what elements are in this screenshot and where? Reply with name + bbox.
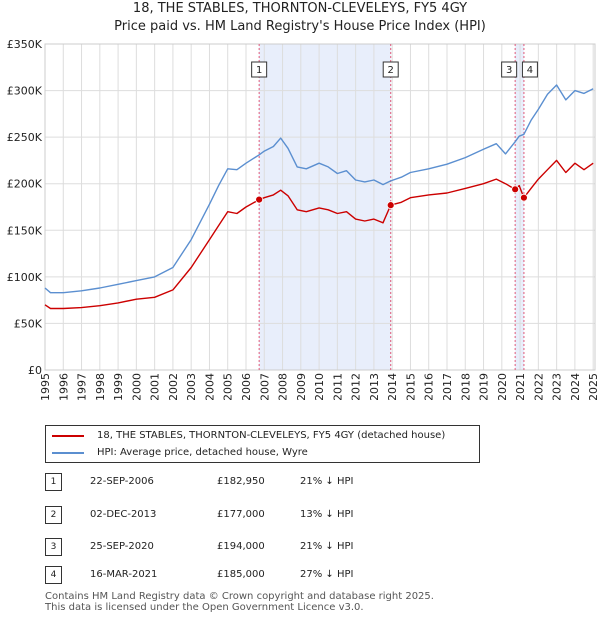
chart-title: 18, THE STABLES, THORNTON-CLEVELEYS, FY5… [132, 1, 468, 16]
x-tick-label: 1998 [94, 373, 107, 400]
x-tick-label: 2000 [130, 373, 143, 400]
y-tick-label: £300K [7, 85, 43, 98]
x-tick-label: 2012 [350, 373, 363, 400]
shaded-period [515, 44, 524, 370]
transaction-hpi: 21% ↓ HPI [300, 541, 354, 552]
y-tick-label: £350K [7, 38, 43, 51]
sale-point [255, 195, 264, 204]
transaction-price: £177,000 [217, 509, 265, 520]
y-tick-label: £250K [7, 131, 43, 144]
x-tick-label: 1997 [76, 373, 89, 400]
legend-line-hpi [52, 452, 84, 454]
sale-number-label: 1 [256, 65, 262, 76]
footer-licence: This data is licensed under the Open Gov… [45, 602, 364, 613]
footer-copyright: Contains HM Land Registry data © Crown c… [45, 591, 434, 602]
hpi-series-line [44, 84, 594, 294]
transaction-price: £185,000 [217, 569, 265, 580]
legend-label-property: 18, THE STABLES, THORNTON-CLEVELEYS, FY5… [97, 430, 446, 441]
transaction-date: 16-MAR-2021 [90, 569, 158, 580]
shaded-period [259, 44, 391, 370]
transaction-date: 22-SEP-2006 [90, 476, 154, 487]
x-tick-label: 2002 [167, 373, 180, 400]
transaction-hpi: 27% ↓ HPI [300, 569, 354, 580]
transaction-hpi: 13% ↓ HPI [300, 509, 354, 520]
x-tick-label: 2024 [569, 373, 582, 400]
x-tick-label: 2023 [551, 373, 564, 400]
sale-number-box [251, 61, 268, 78]
transaction-number: 2 [45, 506, 62, 524]
legend-label-hpi: HPI: Average price, detached house, Wyre [97, 447, 308, 458]
x-tick-label: 2007 [258, 373, 271, 400]
x-tick-label: 2025 [587, 373, 600, 400]
x-tick-label: 2004 [203, 373, 216, 400]
transaction-price: £182,950 [217, 476, 265, 487]
y-tick-label: £0 [28, 364, 42, 377]
transaction-hpi: 21% ↓ HPI [300, 476, 354, 487]
transaction-number: 3 [45, 538, 62, 556]
x-tick-label: 2020 [496, 373, 509, 400]
y-tick-label: £150K [7, 224, 43, 237]
x-tick-label: 2008 [277, 373, 290, 400]
x-tick-label: 2015 [404, 373, 417, 400]
transaction-date: 25-SEP-2020 [90, 541, 154, 552]
transaction-number: 1 [45, 473, 62, 491]
x-tick-label: 2022 [532, 373, 545, 400]
sale-point [520, 193, 528, 202]
x-tick-label: 1996 [57, 373, 70, 400]
x-tick-label: 2001 [149, 373, 162, 400]
sale-number-label: 2 [388, 65, 394, 76]
x-tick-label: 2017 [441, 373, 454, 400]
x-tick-label: 2021 [514, 373, 527, 400]
x-tick-label: 2016 [423, 373, 436, 400]
legend-line-property [52, 435, 84, 437]
x-tick-label: 1995 [39, 373, 52, 400]
transaction-number: 4 [45, 566, 62, 584]
sale-number-label: 3 [506, 65, 512, 76]
x-tick-label: 2013 [368, 373, 381, 400]
sale-number-box [382, 61, 399, 78]
x-tick-label: 2010 [313, 373, 326, 400]
x-tick-label: 2019 [478, 373, 491, 400]
x-tick-label: 2009 [295, 373, 308, 400]
x-tick-label: 2006 [240, 373, 253, 400]
plot-area-border [44, 43, 596, 371]
transaction-price: £194,000 [217, 541, 265, 552]
x-tick-label: 2003 [185, 373, 198, 400]
x-tick-label: 2011 [331, 373, 344, 400]
sale-point [386, 201, 395, 210]
x-tick-label: 2018 [459, 373, 472, 400]
x-tick-label: 2014 [386, 373, 399, 400]
price-chart: 1 2 3 4 £0 £50K £100K £150K £200K £250K £300K £350K… [7, 38, 600, 400]
sale-number-box [521, 61, 538, 78]
x-tick-label: 1999 [112, 373, 125, 400]
chart-subtitle: Price paid vs. HM Land Registry's House … [114, 19, 486, 34]
y-tick-label: £200K [7, 178, 43, 191]
sale-number-box [501, 61, 518, 78]
x-tick-label: 2005 [222, 373, 235, 400]
y-tick-label: £50K [14, 317, 43, 330]
sale-point [511, 185, 520, 194]
sale-number-label: 4 [527, 65, 533, 76]
y-tick-label: £100K [7, 271, 43, 284]
chart-legend: 18, THE STABLES, THORNTON-CLEVELEYS, FY5… [45, 425, 480, 463]
transaction-date: 02-DEC-2013 [90, 509, 157, 520]
